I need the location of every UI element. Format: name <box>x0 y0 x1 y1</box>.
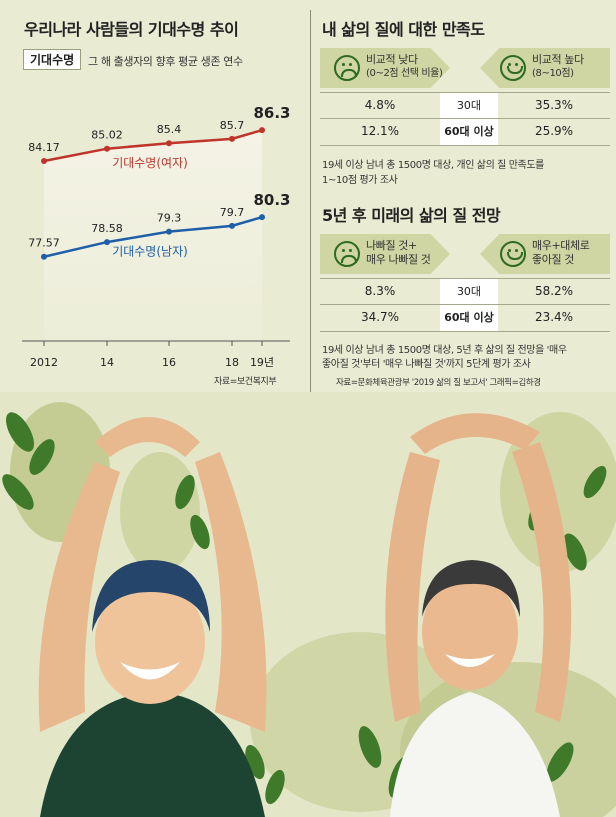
x-tick-label: 19년 <box>250 356 274 369</box>
data-point <box>166 140 172 147</box>
satisfaction-banner: 비교적 낮다 (0~2점 선택 비율) 비교적 높다 (8~10점) <box>320 48 610 88</box>
outlook-low-label: 나빠질 것+ 매우 나빠질 것 <box>366 239 431 266</box>
cell-high: 58.2% <box>534 284 574 298</box>
life-expectancy-chart: 2012 14 16 18 19년 84.17 85.02 85.4 85.7 86.3 기대수명(… <box>22 104 291 369</box>
data-point <box>104 239 110 246</box>
data-label: 85.02 <box>91 129 123 142</box>
data-point <box>229 222 235 229</box>
chart-source: 자료=보건복지부 <box>214 377 277 387</box>
data-point <box>41 158 47 165</box>
cell-low: 8.3% <box>364 284 396 298</box>
outlook-title: 5년 후 미래의 삶의 질 전망 <box>322 206 501 225</box>
x-tick-label: 14 <box>100 356 114 369</box>
happy-face-icon <box>500 241 526 267</box>
chart-subtitle: 그 해 출생자의 향후 평균 생존 연수 <box>88 55 243 68</box>
cell-group: 60대 이상 <box>440 119 498 145</box>
cell-low: 12.1% <box>360 124 400 138</box>
data-point <box>41 253 47 260</box>
cell-high: 35.3% <box>534 98 574 112</box>
data-point <box>166 228 172 235</box>
happy-face-icon <box>500 55 526 81</box>
outlook-banner: 나빠질 것+ 매우 나빠질 것 매우+대체로 좋아질 것 <box>320 234 610 274</box>
data-label: 79.7 <box>220 206 245 219</box>
outlook-row-30s: 8.3% 30대 58.2% <box>320 278 610 305</box>
series-name-label: 기대수명(남자) <box>112 245 188 259</box>
data-label: 80.3 <box>253 191 290 209</box>
cell-low: 4.8% <box>364 98 396 112</box>
satisfaction-note: 19세 이상 남녀 총 1500명 대상, 개인 삶의 질 만족도를 1~10점 … <box>322 160 544 186</box>
data-point <box>229 135 235 142</box>
outlook-note: 19세 이상 남녀 총 1500명 대상, 5년 후 삶의 질 전망을 '매우 좋… <box>322 345 567 370</box>
cell-group: 30대 <box>440 279 498 305</box>
cell-high: 25.9% <box>534 124 574 138</box>
series-name-label: 기대수명(여자) <box>112 156 188 170</box>
satisfaction-row-30s: 4.8% 30대 35.3% <box>320 92 610 119</box>
data-label: 79.3 <box>157 212 182 225</box>
data-point <box>104 145 110 152</box>
data-point <box>259 214 265 221</box>
x-tick-label: 16 <box>162 356 176 369</box>
outlook-row-60s: 34.7% 60대 이상 23.4% <box>320 304 610 332</box>
data-point <box>259 127 265 134</box>
sad-face-icon <box>334 55 360 81</box>
cell-high: 23.4% <box>534 310 574 324</box>
outlook-source: 자료=문화체육관광부 '2019 삶의 질 보고서' 그래픽=김하경 <box>336 378 541 388</box>
photo-illustration <box>0 392 616 817</box>
satisfaction-high-label: 비교적 높다 (8~10점) <box>532 53 584 79</box>
satisfaction-title: 내 삶의 질에 대한 만족도 <box>322 20 485 39</box>
legend-tag: 기대수명 <box>23 49 82 70</box>
x-tick-label: 2012 <box>30 356 58 369</box>
satisfaction-row-60s: 12.1% 60대 이상 25.9% <box>320 118 610 146</box>
satisfaction-low-label: 비교적 낮다 (0~2점 선택 비율) <box>366 53 443 79</box>
data-label: 78.58 <box>91 222 123 235</box>
cell-group: 30대 <box>440 93 498 119</box>
data-label: 77.57 <box>28 237 60 250</box>
outlook-high-label: 매우+대체로 좋아질 것 <box>532 239 590 266</box>
chart-title: 우리나라 사람들의 기대수명 추이 <box>24 20 239 39</box>
data-label: 85.7 <box>220 119 245 132</box>
data-label: 84.17 <box>28 141 60 154</box>
cell-low: 34.7% <box>360 310 400 324</box>
cell-group: 60대 이상 <box>440 305 498 331</box>
data-label: 85.4 <box>157 123 182 136</box>
data-label: 86.3 <box>253 104 290 122</box>
x-tick-label: 18 <box>225 356 239 369</box>
column-divider <box>310 10 311 392</box>
sad-face-icon <box>334 241 360 267</box>
photo-drawing <box>2 402 616 817</box>
